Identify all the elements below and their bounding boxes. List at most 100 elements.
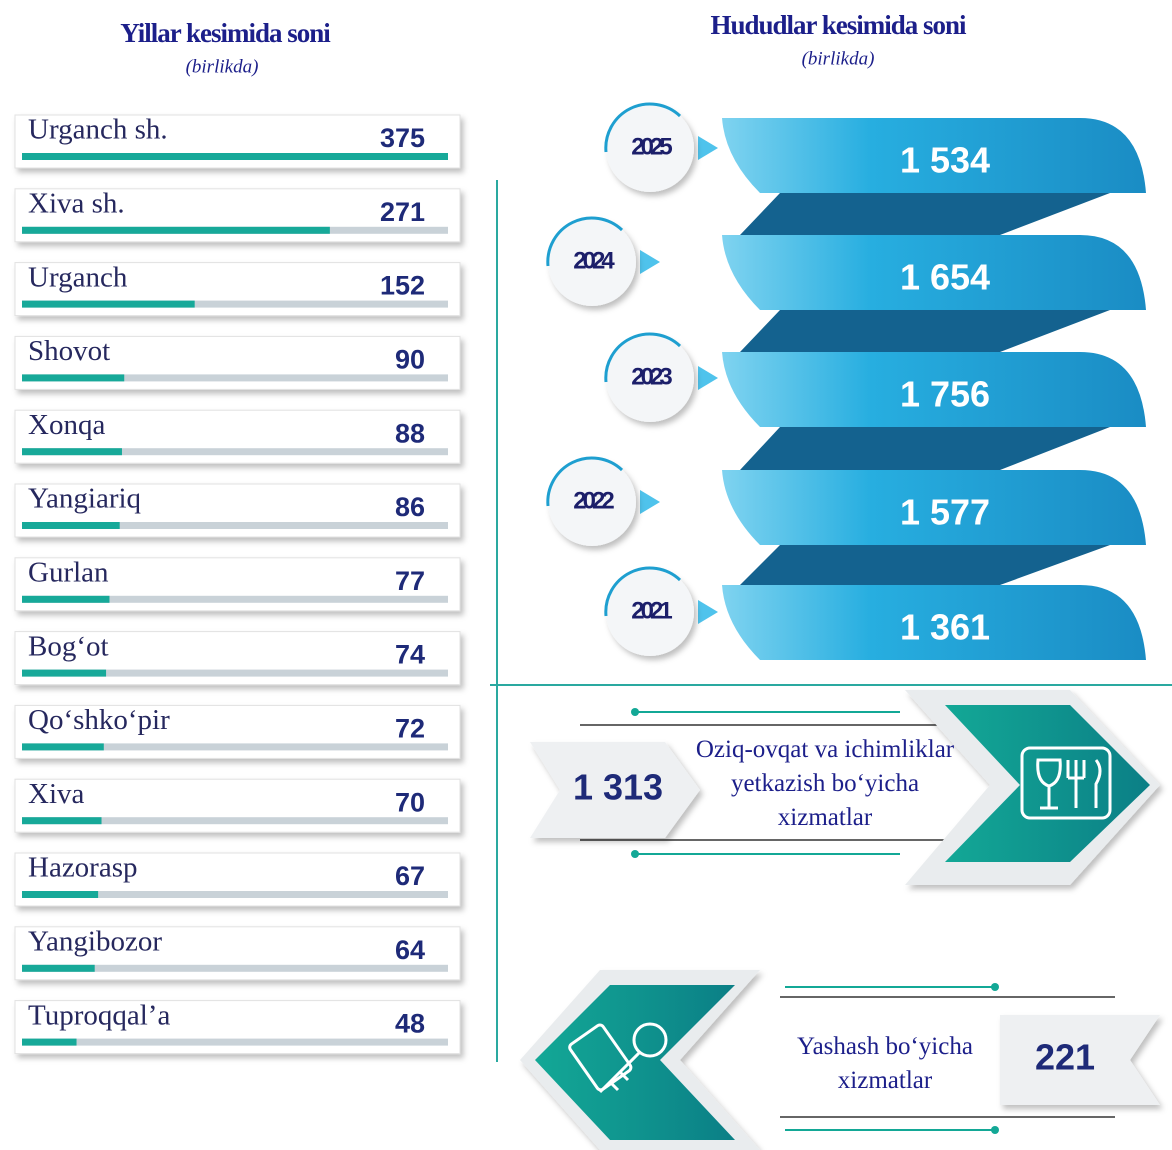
chevron [535,985,735,1140]
bar-track [22,743,448,751]
year-badge [548,218,636,306]
chevron [945,705,1150,862]
value-label: 48 [395,1009,425,1039]
bar-track [22,374,448,382]
ribbon-twist [740,545,1110,585]
bar [22,1038,77,1046]
pointer [640,490,660,514]
bar [22,595,110,603]
chevron [1000,1015,1160,1105]
value-label: 1 654 [900,257,990,298]
value-label: 90 [395,345,425,375]
bar-track [22,1038,448,1046]
bar-track [22,300,448,308]
bar [22,669,107,677]
ribbon [722,585,1146,660]
bar-track [22,891,448,898]
year-arc [604,566,682,617]
pointer [698,366,718,390]
value-label: 152 [380,271,425,301]
value-label: 1 361 [900,607,990,648]
bar [22,226,330,234]
ribbon [722,118,1146,193]
year-arc [546,216,624,267]
category-label: Urganch [28,261,128,293]
bar [22,374,125,382]
right-title: Hududlar kesimida soni [710,10,967,40]
value-label: 88 [395,418,425,448]
food-icon [1020,746,1112,820]
year-label: 2025 [631,133,672,160]
category-label: Xiva sh. [28,187,125,219]
service-label: Yashash bo‘yicha xizmatlar [797,1033,973,1094]
chevron [530,742,700,838]
category-label: Shovot [28,335,110,367]
bar [22,817,102,825]
category-label: Yangibozor [28,925,162,957]
year-badge [548,458,636,546]
category-label: Xonqa [28,409,105,441]
ribbon-twist [740,427,1110,470]
category-label: Bog‘ot [28,630,109,662]
category-label: Gurlan [28,556,109,588]
bar-track [22,595,448,603]
ribbon-twist [740,193,1110,235]
ribbon-twist [740,310,1110,352]
value-label: 67 [395,861,425,891]
pointer [698,136,718,160]
pointer [640,250,660,274]
year-label: 2021 [631,597,672,624]
bar-track [22,522,448,529]
bar-track [22,669,448,677]
year-badge [606,334,694,422]
category-label: Xiva [28,778,85,810]
value-label: 64 [395,935,425,965]
value-label: 74 [395,640,425,670]
bar-track [22,817,448,825]
year-arc [604,102,682,153]
key-icon [568,1022,668,1094]
ribbon [722,235,1146,310]
category-label: Urganch sh. [28,114,168,146]
bar [22,153,448,160]
bar [22,891,99,898]
year-badge [606,104,694,192]
value-label: 1 756 [900,374,990,415]
ribbon [722,352,1146,427]
category-label: Tuproqqal’a [28,999,170,1031]
bar [22,448,122,456]
dot [991,983,999,991]
category-label: Hazorasp [28,852,138,884]
right-subtitle: (birlikda) [802,48,875,69]
service-value: 1 313 [573,767,663,808]
year-badge [606,568,694,656]
value-label: 77 [395,566,425,596]
bar [22,964,95,972]
bar [22,300,195,308]
dot [631,708,639,716]
value-label: 86 [395,492,425,522]
left-subtitle: (birlikda) [186,56,259,77]
year-label: 2023 [631,363,672,390]
bar [22,743,104,751]
value-label: 1 577 [900,492,990,533]
year-label: 2022 [573,487,614,514]
left-title: Yillar kesimida soni [120,18,331,48]
bar [22,522,120,529]
ribbon [722,470,1146,545]
value-label: 375 [380,123,425,153]
year-arc [546,456,624,507]
year-label: 2024 [573,247,615,274]
pointer [698,600,718,624]
category-label: Qo‘shko‘pir [28,704,170,736]
value-label: 1 534 [900,140,990,181]
dot [991,1126,999,1134]
category-label: Yangiariq [28,483,141,515]
year-arc [604,332,682,383]
value-label: 271 [380,197,425,227]
bar-track [22,448,448,456]
service-value: 221 [1035,1037,1095,1078]
value-label: 72 [395,714,425,744]
